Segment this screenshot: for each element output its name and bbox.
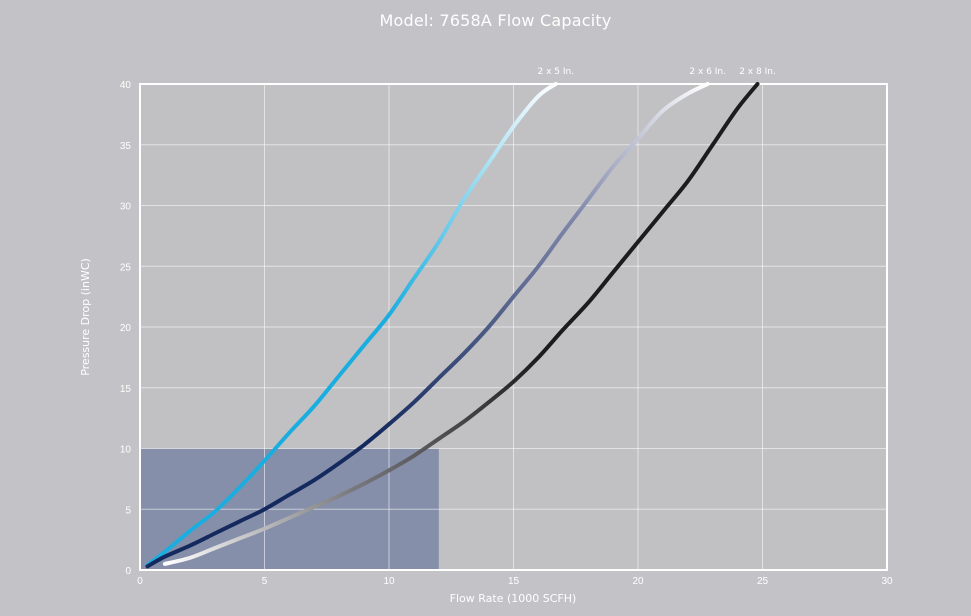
x-tick-label: 10: [383, 576, 395, 587]
y-axis-label: Pressure Drop (inWC): [79, 258, 92, 376]
series-line-2: [145, 82, 710, 569]
y-tick-label: 10: [120, 445, 132, 456]
series-label-2: 2 x 6 In.: [689, 67, 726, 77]
y-tick-label: 40: [120, 80, 132, 91]
y-tick-label: 20: [120, 323, 132, 334]
series-label-1: 2 x 5 In.: [538, 67, 575, 77]
x-tick-label: 5: [262, 576, 268, 587]
y-tick-label: 15: [120, 384, 132, 395]
x-tick-label: 0: [137, 576, 143, 587]
x-tick-label: 30: [881, 576, 893, 587]
x-tick-label: 20: [632, 576, 644, 587]
tick-labels: 0 5 10 15 20 25 30 0 5 10 15 20 25 30 35 40: [120, 80, 893, 587]
x-tick-label: 25: [757, 576, 769, 587]
plot-frame: [139, 83, 888, 571]
y-tick-label: 5: [125, 505, 131, 516]
y-tick-label: 35: [120, 141, 132, 152]
series-lines: [145, 82, 760, 569]
x-tick-label: 15: [508, 576, 520, 587]
chart-title: Model: 7658A Flow Capacity: [379, 11, 612, 30]
y-tick-label: 25: [120, 262, 132, 273]
x-axis-label: Flow Rate (1000 SCFH): [450, 592, 577, 605]
y-tick-label: 0: [125, 566, 131, 577]
series-line-3: [162, 82, 760, 566]
y-tick-label: 30: [120, 202, 132, 213]
series-label-3: 2 x 8 In.: [739, 67, 776, 77]
series-labels: 2 x 5 In. 2 x 6 In. 2 x 8 In.: [538, 67, 776, 77]
series-line-1: [145, 82, 558, 568]
